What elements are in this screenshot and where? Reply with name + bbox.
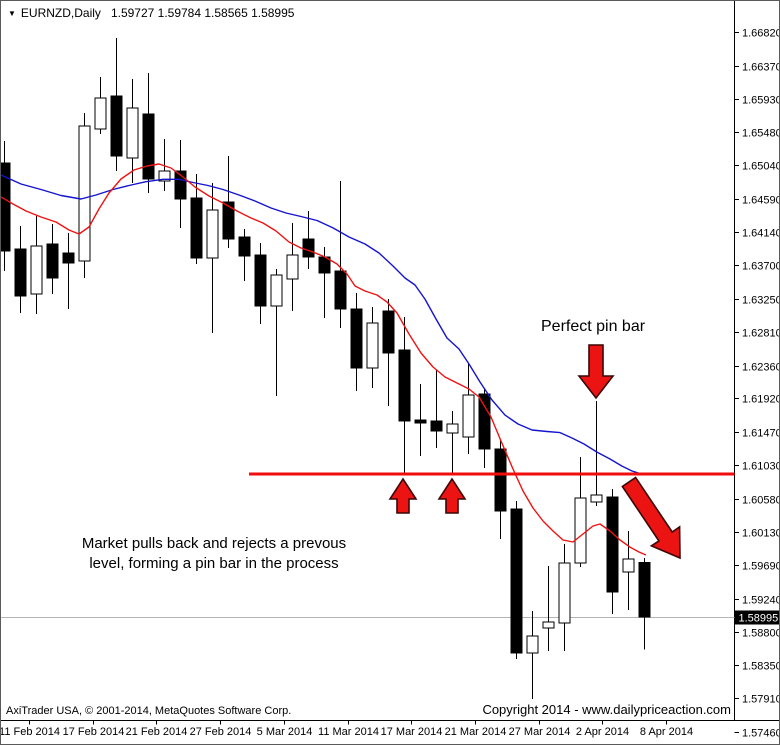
candle — [398, 317, 411, 474]
y-axis-label: 1.57460 — [742, 728, 780, 740]
candle — [46, 223, 59, 294]
candle — [382, 298, 395, 407]
y-axis-label: 1.66370 — [742, 62, 780, 74]
y-axis-label: 1.61030 — [742, 461, 780, 473]
x-axis-label: 2 Apr 2014 — [576, 726, 629, 738]
candle — [270, 268, 283, 396]
y-axis-label: 1.58350 — [742, 661, 780, 673]
candle — [350, 293, 363, 391]
candle — [526, 610, 539, 699]
symbol-dropdown-icon[interactable]: ▼ — [8, 8, 16, 18]
y-axis-label: 1.63700 — [742, 261, 780, 273]
ma-line-slow-ma-blue — [1, 174, 645, 476]
y-axis-label: 1.61920 — [742, 394, 780, 406]
rejection-arrow-up-1 — [388, 477, 418, 514]
candle — [78, 112, 91, 278]
bid-price-badge: 1.58995 — [735, 610, 779, 625]
x-axis-label: 21 Feb 2014 — [126, 726, 188, 738]
candle — [494, 438, 507, 539]
candle — [142, 72, 155, 194]
market-note-annotation: Market pulls back and rejects a prevous … — [38, 534, 390, 574]
candle — [542, 565, 555, 652]
y-axis-label: 1.58800 — [742, 628, 780, 640]
site-copyright: Copyright 2014 - www.dailypriceaction.co… — [482, 702, 731, 717]
x-axis-label: 17 Mar 2014 — [381, 726, 443, 738]
ma-line-fast-ma-red — [1, 163, 647, 556]
y-axis-label: 1.62360 — [742, 362, 780, 374]
candle — [254, 242, 267, 324]
x-axis-label: 5 Mar 2014 — [257, 726, 313, 738]
candle — [238, 228, 251, 281]
market-note-line-2: level, forming a pin bar in the process — [89, 555, 339, 572]
candle — [110, 37, 123, 172]
chart-title-bar: ▼ EURNZD,Daily 1.59727 1.59784 1.58565 1… — [8, 6, 294, 20]
y-axis-label: 1.59240 — [742, 595, 780, 607]
breakdown-arrow-diagonal — [621, 476, 681, 560]
candle — [430, 369, 443, 448]
y-axis-label: 1.60580 — [742, 495, 780, 507]
candle — [366, 306, 379, 388]
y-axis-label: 1.64140 — [742, 228, 780, 240]
x-axis-label: 11 Feb 2014 — [1, 726, 60, 738]
x-axis-label: 17 Feb 2014 — [63, 726, 125, 738]
candle — [318, 247, 331, 318]
candle — [446, 411, 459, 474]
symbol-period-label: EURNZD,Daily — [20, 6, 101, 20]
candle — [1, 140, 11, 272]
ohlc-readout: 1.59727 1.59784 1.58565 1.58995 — [110, 6, 295, 20]
candle — [62, 233, 75, 310]
candle — [222, 155, 235, 248]
candle — [606, 489, 619, 614]
broker-copyright: AxiTrader USA, © 2001-2014, MetaQuotes S… — [6, 705, 292, 717]
svg-text:1.58995: 1.58995 — [739, 613, 779, 625]
candles — [1, 37, 651, 699]
y-axis-label: 1.64590 — [742, 195, 780, 207]
candle — [462, 363, 475, 455]
y-axis-label: 1.65480 — [742, 128, 780, 140]
candle — [286, 223, 299, 311]
market-note-line-1: Market pulls back and rejects a prevous — [81, 535, 347, 552]
perfect-pin-bar-arrow-down — [577, 344, 615, 400]
y-axis-label: 1.66820 — [742, 28, 780, 40]
candle — [158, 139, 171, 191]
y-axis-label: 1.59690 — [742, 561, 780, 573]
y-axis-label: 1.57910 — [742, 694, 780, 706]
candle — [414, 384, 427, 456]
pin-bar-annotation-label: Perfect pin bar — [541, 318, 646, 335]
candle — [478, 388, 491, 469]
rejection-arrow-up-2 — [437, 477, 467, 514]
x-axis-label: 21 Mar 2014 — [445, 726, 507, 738]
candle — [558, 543, 571, 652]
candle — [638, 558, 651, 650]
x-axis-label: 27 Mar 2014 — [509, 726, 571, 738]
y-axis-label: 1.62810 — [742, 328, 780, 340]
y-axis-label: 1.65930 — [742, 95, 780, 107]
y-axis-label: 1.63250 — [742, 295, 780, 307]
candle — [334, 180, 347, 329]
candle — [14, 225, 27, 313]
candle — [94, 77, 107, 135]
x-axis-label: 11 Mar 2014 — [318, 726, 379, 738]
candle — [622, 530, 635, 610]
candle — [174, 139, 187, 229]
candle — [126, 78, 139, 183]
candle — [510, 500, 523, 660]
x-axis-label: 8 Apr 2014 — [640, 726, 693, 738]
x-axis-label: 27 Feb 2014 — [190, 726, 252, 738]
y-axis-label: 1.61470 — [742, 428, 780, 440]
candle — [206, 182, 219, 334]
candle — [590, 400, 603, 506]
y-axis-label: 1.65040 — [742, 161, 780, 173]
candle — [190, 174, 203, 264]
y-axis-label: 1.60130 — [742, 528, 780, 540]
candle — [30, 215, 43, 315]
